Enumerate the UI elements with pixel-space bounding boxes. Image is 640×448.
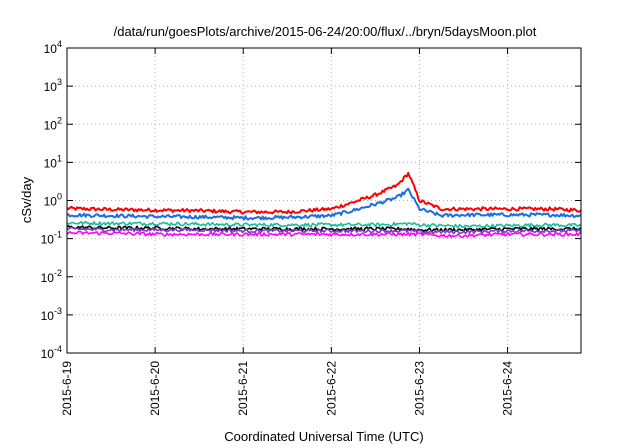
series-line-2 [66, 187, 582, 221]
y-tick-label: 101 [44, 153, 62, 170]
series-line-6 [66, 230, 582, 239]
x-tick-label: 2015-6-23 [412, 361, 426, 416]
y-axis-label: cSv/day [19, 176, 34, 223]
y-tick-label: 103 [44, 77, 62, 94]
y-axis: 104 103 102 101 100 10-1 10-2 10-3 10-4 [41, 39, 581, 361]
x-axis: 2015-6-19 2015-6-20 2015-6-21 2015-6-22 2015… [60, 48, 515, 416]
x-tick-label: 2015-6-22 [324, 361, 338, 416]
y-tick-label: 10-4 [41, 344, 62, 361]
grid [67, 48, 581, 353]
series-line-3 [66, 220, 582, 229]
y-tick-label: 10-1 [41, 230, 62, 247]
x-axis-label: Coordinated Universal Time (UTC) [224, 429, 423, 444]
y-tick-label: 104 [44, 39, 62, 56]
y-tick-label: 10-3 [41, 306, 62, 323]
y-tick-label: 102 [44, 115, 62, 132]
x-tick-label: 2015-6-19 [60, 361, 74, 416]
series-lines [66, 171, 582, 239]
x-tick-label: 2015-6-20 [148, 361, 162, 416]
x-tick-label: 2015-6-21 [236, 361, 250, 416]
series-line-5 [66, 226, 582, 235]
y-tick-label: 100 [44, 192, 62, 209]
x-tick-label: 2015-6-24 [501, 361, 515, 416]
y-tick-label: 10-2 [41, 268, 62, 285]
chart-title: /data/run/goesPlots/archive/2015-06-24/2… [114, 24, 537, 39]
series-line-1 [66, 171, 582, 215]
